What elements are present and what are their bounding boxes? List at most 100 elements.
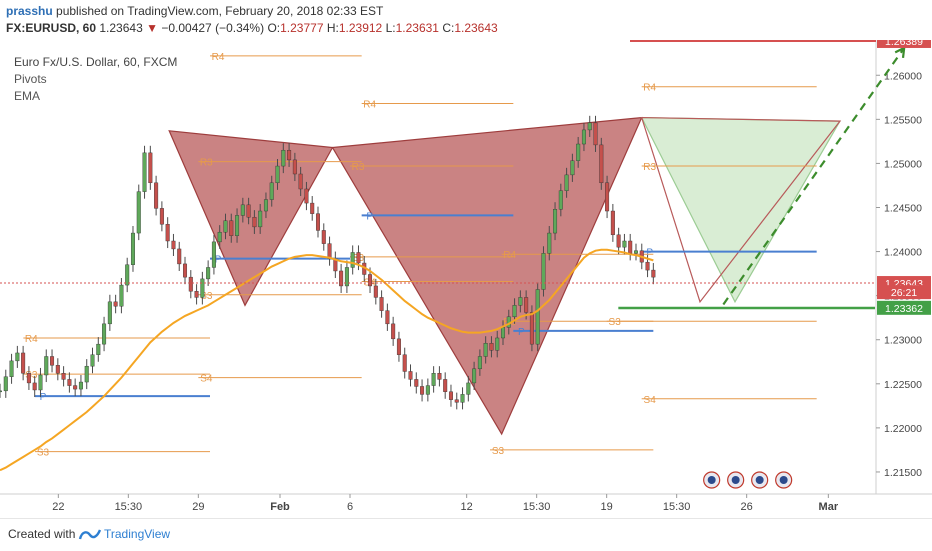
legend-indicator-pivots[interactable]: Pivots bbox=[14, 72, 47, 86]
symbol-line: FX:EURUSD, 60 1.23643 ▼ −0.00427 (−0.34%… bbox=[6, 21, 498, 35]
candle-down bbox=[32, 382, 37, 391]
candle-down bbox=[645, 261, 650, 271]
event-flag-icon bbox=[731, 476, 740, 484]
candle-down bbox=[437, 373, 442, 380]
pivot-label-p: P bbox=[40, 392, 47, 403]
candle-down bbox=[402, 354, 407, 372]
candle-up bbox=[541, 253, 546, 290]
candle-up bbox=[44, 356, 49, 376]
candle-down bbox=[55, 365, 60, 374]
candle-up bbox=[263, 199, 268, 212]
price-label-text: 26:21 bbox=[891, 287, 917, 299]
candle-up bbox=[136, 191, 141, 234]
candle-up bbox=[425, 385, 430, 395]
y-tick-label: 1.24500 bbox=[884, 202, 922, 214]
candle-down bbox=[304, 188, 309, 204]
candle-down bbox=[21, 352, 26, 374]
candle-down bbox=[327, 243, 332, 259]
y-tick-label: 1.26000 bbox=[884, 70, 922, 82]
ohlc-high-label: H: bbox=[326, 21, 339, 35]
candle-down bbox=[67, 379, 72, 386]
candle-up bbox=[344, 267, 349, 287]
candle-down bbox=[154, 182, 159, 209]
x-tick-label: 22 bbox=[52, 501, 64, 513]
ema-line bbox=[0, 248, 654, 472]
candle-up bbox=[518, 297, 523, 306]
pivot-label-p: P bbox=[518, 327, 525, 338]
candle-up bbox=[206, 267, 211, 280]
price-chart[interactable]: 1.260001.255001.250001.245001.240001.235… bbox=[0, 40, 932, 518]
candle-up bbox=[581, 129, 586, 145]
y-tick-label: 1.23000 bbox=[884, 335, 922, 347]
pivot-label-s3: S3 bbox=[609, 317, 622, 328]
candle-down bbox=[448, 391, 453, 400]
candle-up bbox=[269, 182, 274, 200]
x-tick-label: 6 bbox=[347, 501, 353, 513]
candle-down bbox=[188, 276, 193, 292]
candle-down bbox=[368, 274, 373, 287]
legend-indicator-ema[interactable]: EMA bbox=[14, 89, 41, 103]
candle-up bbox=[38, 374, 43, 391]
candle-up bbox=[281, 149, 286, 167]
candle-down bbox=[379, 297, 384, 311]
candle-up bbox=[78, 381, 83, 390]
candle-up bbox=[633, 250, 638, 254]
candle-up bbox=[3, 376, 8, 392]
projection-arrow-head bbox=[894, 46, 906, 58]
pivot-label-p: P bbox=[215, 255, 222, 266]
candle-down bbox=[50, 356, 55, 366]
pivot-label-s3: S3 bbox=[200, 291, 213, 302]
published-text: published on TradingView.com, February 2… bbox=[56, 4, 384, 18]
candle-up bbox=[217, 231, 222, 243]
pivot-label-r3: R3 bbox=[643, 162, 656, 173]
pivot-label-r4: R4 bbox=[503, 250, 516, 261]
pattern-big-triangle bbox=[331, 116, 643, 436]
x-tick-label: 15:30 bbox=[663, 501, 691, 513]
candle-up bbox=[211, 241, 216, 268]
candle-down bbox=[165, 224, 170, 242]
candle-up bbox=[535, 289, 540, 345]
pivot-label-s3: S3 bbox=[492, 446, 505, 457]
pivot-label-s4: S4 bbox=[200, 374, 213, 385]
candle-down bbox=[287, 149, 292, 161]
projection-arrow-line bbox=[722, 47, 906, 306]
candle-down bbox=[315, 213, 320, 231]
ohlc-open: 1.23777 bbox=[280, 21, 324, 35]
pivot-label-s3: S3 bbox=[37, 448, 50, 459]
candle-down bbox=[356, 252, 361, 264]
candle-up bbox=[258, 210, 263, 228]
candle-up bbox=[477, 356, 482, 370]
candle-down bbox=[443, 379, 448, 392]
candle-up bbox=[564, 174, 569, 191]
candle-up bbox=[130, 232, 135, 265]
candle-down bbox=[408, 371, 413, 380]
candle-down bbox=[177, 248, 182, 265]
candle-up bbox=[240, 204, 245, 216]
ohlc-low-label: L: bbox=[385, 21, 396, 35]
publish-line: prasshu published on TradingView.com, Fe… bbox=[6, 4, 383, 18]
candle-down bbox=[420, 386, 425, 395]
candle-up bbox=[553, 209, 558, 234]
candle-up bbox=[119, 284, 124, 307]
candle-down bbox=[385, 310, 390, 325]
candle-down bbox=[616, 234, 621, 248]
ohlc-high: 1.23912 bbox=[338, 21, 383, 35]
candle-up bbox=[235, 215, 240, 236]
x-tick-label: Feb bbox=[270, 501, 290, 513]
ohlc-close-label: C: bbox=[442, 21, 455, 35]
y-tick-label: 1.25500 bbox=[884, 114, 922, 126]
candle-up bbox=[107, 301, 112, 325]
pattern-projection-triangle bbox=[640, 116, 842, 304]
pivot-label-r4: R4 bbox=[363, 99, 376, 110]
candle-down bbox=[292, 159, 297, 175]
author-name[interactable]: prasshu bbox=[6, 4, 53, 18]
candle-up bbox=[275, 165, 280, 184]
tradingview-brand[interactable]: TradingView bbox=[104, 527, 171, 541]
price-label-box bbox=[877, 285, 931, 300]
event-flag-icon bbox=[707, 476, 716, 484]
chart-area[interactable]: 1.260001.255001.250001.245001.240001.235… bbox=[0, 40, 932, 518]
candle-up bbox=[84, 365, 89, 383]
price-change: −0.00427 (−0.34%) bbox=[161, 21, 265, 35]
candle-up bbox=[90, 354, 95, 367]
tradingview-logo-icon[interactable] bbox=[78, 527, 102, 541]
